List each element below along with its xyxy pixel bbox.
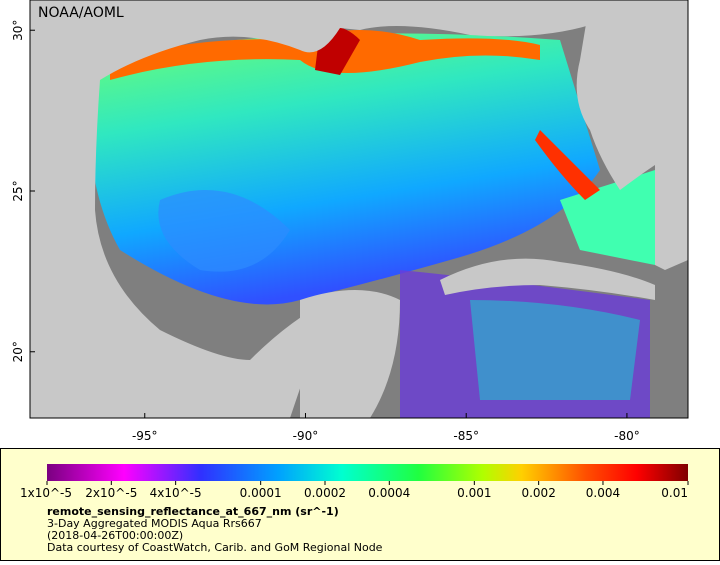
credit: NOAA/AOML	[38, 5, 124, 21]
lat-tick-label: 20°	[11, 341, 25, 362]
lon-tick-label: -90°	[293, 429, 319, 443]
lon-tick-label: -95°	[132, 429, 158, 443]
sea-data	[158, 190, 290, 272]
colorbar-label: 4x10^-5	[150, 486, 202, 500]
map	[30, 0, 688, 418]
land	[655, 0, 688, 270]
lon-tick-label: -80°	[614, 429, 640, 443]
map-frame	[29, 0, 689, 419]
colorbar-label: 2x10^-5	[85, 486, 137, 500]
colorbar-label: 0.001	[457, 486, 491, 500]
colorbar-label: 0.0004	[368, 486, 410, 500]
variable: remote_sensing_reflectance_at_667_nm (sr…	[47, 505, 339, 518]
lon-tick-label: -85°	[453, 429, 479, 443]
source: Data courtesy of CoastWatch, Carib. and …	[47, 541, 383, 554]
colorbar	[47, 464, 688, 481]
sea-data	[470, 300, 640, 400]
land	[440, 258, 655, 300]
colorbar-label: 0.01	[661, 486, 688, 500]
land	[300, 290, 400, 418]
dataset: 3-Day Aggregated MODIS Aqua Rrs667	[47, 517, 262, 530]
land	[576, 0, 655, 190]
coastal-turbid	[535, 130, 600, 200]
lat-tick-label: 30°	[11, 20, 25, 41]
colorbar-label: 0.002	[521, 486, 555, 500]
colorbar-label: 0.0001	[240, 486, 282, 500]
colorbar-label: 0.0002	[304, 486, 346, 500]
colorbar-label: 0.004	[586, 486, 620, 500]
colorbar-label: 1x10^-5	[20, 486, 72, 500]
time: (2018-04-26T00:00:00Z)	[47, 529, 183, 542]
lat-tick-label: 25°	[11, 180, 25, 201]
